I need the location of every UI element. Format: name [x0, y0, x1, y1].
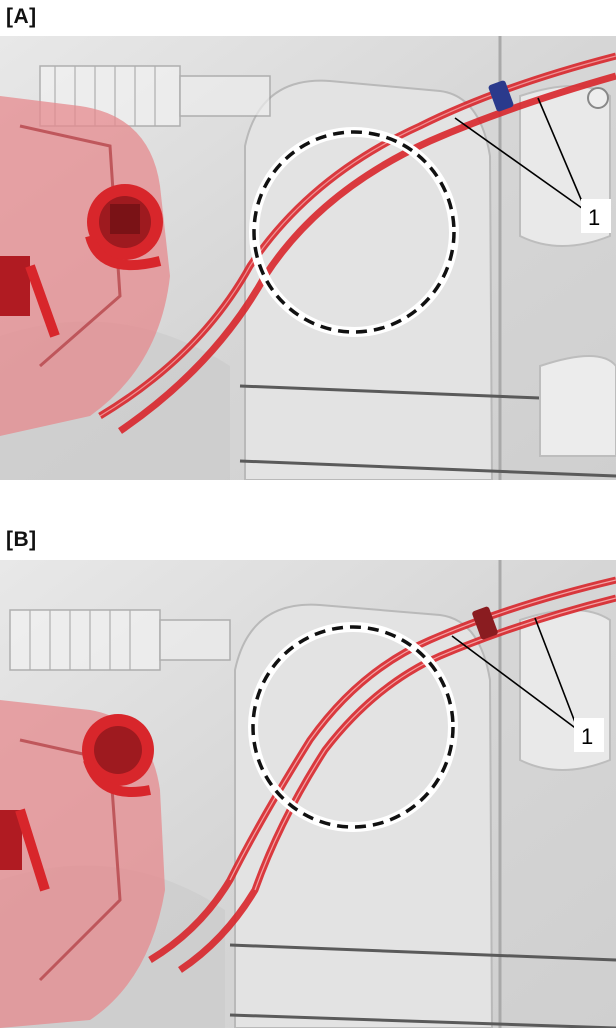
cable-clip-icon: [488, 80, 514, 112]
callout-number: 1: [588, 205, 600, 230]
panel-contour: [539, 355, 616, 457]
dashed-circle-icon: [252, 130, 456, 334]
leader-line: [534, 617, 579, 731]
callout-box: [581, 199, 611, 233]
leader-line: [451, 635, 579, 731]
door-latch-icon: [0, 700, 165, 1028]
callout-box: [574, 718, 604, 752]
door-pillar: [244, 79, 494, 480]
panel-a-label: [A]: [6, 5, 37, 28]
callout-number: 1: [581, 724, 593, 749]
panel-groove: [229, 943, 616, 962]
cable-clip-icon: [472, 606, 498, 640]
leader-line: [454, 117, 587, 212]
panel-groove: [239, 459, 616, 478]
panel-groove: [229, 1013, 616, 1028]
door-latch-icon: [0, 96, 170, 436]
panel-b-illustration: 1: [0, 560, 616, 1028]
connector-comb: [9, 609, 231, 671]
cable-pair: [148, 576, 616, 973]
leader-line: [537, 97, 587, 212]
door-pillar: [234, 603, 494, 1028]
dashed-circle-icon: [251, 625, 455, 829]
bolt-icon: [587, 87, 609, 109]
panel-a-illustration: 1: [0, 36, 616, 480]
panel-b-label: [B]: [6, 528, 37, 551]
